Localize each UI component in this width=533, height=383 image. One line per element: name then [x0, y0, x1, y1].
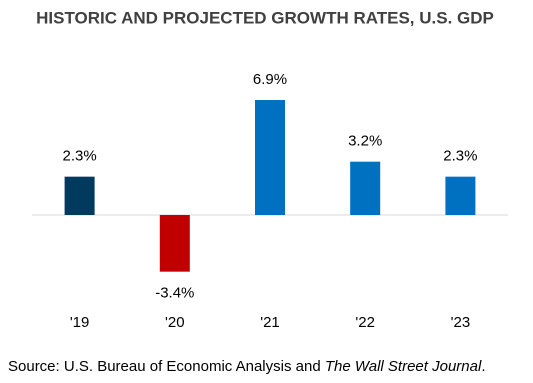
chart: HISTORIC AND PROJECTED GROWTH RATES, U.S… — [32, 8, 508, 331]
source-publication: The Wall Street Journal — [324, 358, 482, 375]
bar — [159, 215, 190, 272]
data-label: 3.2% — [348, 133, 382, 150]
bar — [64, 176, 95, 215]
data-label: -3.4% — [155, 285, 194, 302]
source-end: . — [481, 358, 486, 375]
source-text: Source: U.S. Bureau of Economic Analysis… — [8, 358, 325, 375]
bar — [445, 176, 476, 215]
bar — [255, 100, 285, 215]
x-tick-label: '22 — [355, 314, 375, 331]
x-tick-label: '20 — [165, 314, 185, 331]
source-note: Source: U.S. Bureau of Economic Analysis… — [8, 358, 485, 375]
x-tick-label: '23 — [451, 314, 471, 331]
chart-title: HISTORIC AND PROJECTED GROWTH RATES, U.S… — [36, 8, 494, 27]
data-label: 2.3% — [443, 148, 477, 165]
x-tick-label: '19 — [70, 314, 90, 331]
bar — [350, 161, 381, 215]
data-label: 2.3% — [62, 148, 96, 165]
x-tick-label: '21 — [260, 314, 280, 331]
data-label: 6.9% — [253, 71, 287, 88]
